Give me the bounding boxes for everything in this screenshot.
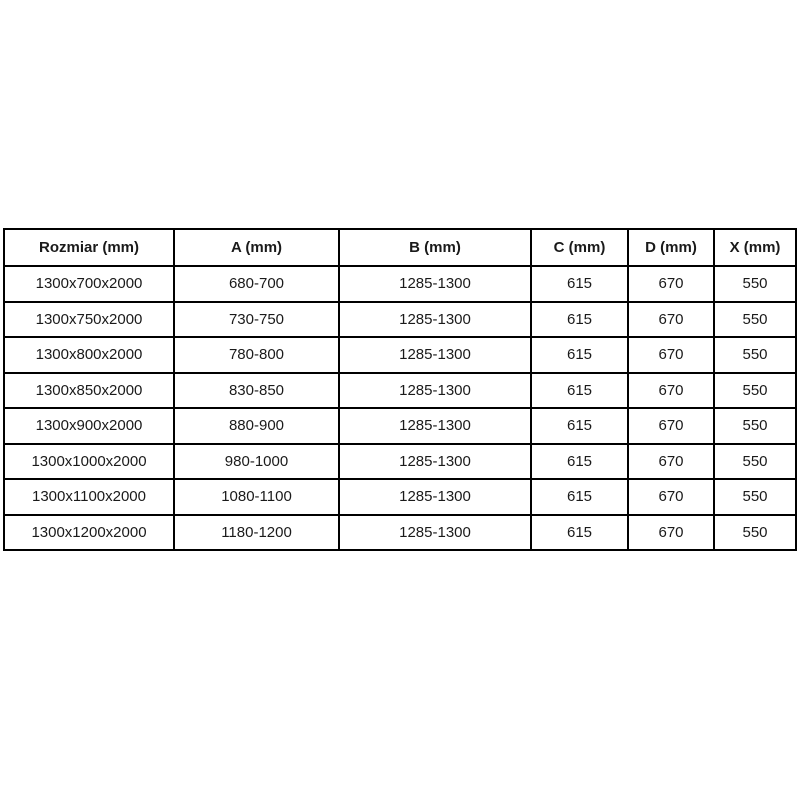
table-row: 1300x1100x2000 1080-1100 1285-1300 615 6…	[3, 478, 797, 516]
size-spec-table: Rozmiar (mm) A (mm) B (mm) C (mm) D (mm)…	[3, 228, 797, 551]
table-cell: 730-750	[173, 300, 340, 338]
table-cell: 670	[627, 371, 715, 409]
table-cell: 1285-1300	[338, 478, 532, 516]
table-cell: 1285-1300	[338, 407, 532, 445]
table-cell: 550	[713, 513, 797, 551]
table-cell: 550	[713, 407, 797, 445]
table-cell: 1300x1100x2000	[3, 478, 175, 516]
table-cell: 780-800	[173, 336, 340, 374]
table-cell: 1285-1300	[338, 442, 532, 480]
table-row: 1300x800x2000 780-800 1285-1300 615 670 …	[3, 336, 797, 374]
table-row: 1300x850x2000 830-850 1285-1300 615 670 …	[3, 371, 797, 409]
table-cell: 1285-1300	[338, 513, 532, 551]
column-header-d: D (mm)	[627, 228, 715, 267]
table-cell: 680-700	[173, 265, 340, 303]
table-cell: 1300x900x2000	[3, 407, 175, 445]
table-row: 1300x750x2000 730-750 1285-1300 615 670 …	[3, 300, 797, 338]
table-row: 1300x1000x2000 980-1000 1285-1300 615 67…	[3, 442, 797, 480]
table-cell: 1285-1300	[338, 371, 532, 409]
table-header-row: Rozmiar (mm) A (mm) B (mm) C (mm) D (mm)…	[3, 228, 797, 267]
table-cell: 670	[627, 513, 715, 551]
table-cell: 550	[713, 265, 797, 303]
table-cell: 670	[627, 407, 715, 445]
table-cell: 615	[530, 300, 629, 338]
table-cell: 615	[530, 265, 629, 303]
table-cell: 670	[627, 300, 715, 338]
table-cell: 615	[530, 513, 629, 551]
table-cell: 550	[713, 371, 797, 409]
table-cell: 550	[713, 478, 797, 516]
table-cell: 1285-1300	[338, 336, 532, 374]
table-cell: 550	[713, 300, 797, 338]
table-cell: 830-850	[173, 371, 340, 409]
table-cell: 670	[627, 442, 715, 480]
table-cell: 1285-1300	[338, 265, 532, 303]
table-cell: 550	[713, 442, 797, 480]
table-row: 1300x700x2000 680-700 1285-1300 615 670 …	[3, 265, 797, 303]
column-header-c: C (mm)	[530, 228, 629, 267]
table-row: 1300x900x2000 880-900 1285-1300 615 670 …	[3, 407, 797, 445]
table-cell: 1080-1100	[173, 478, 340, 516]
column-header-rozmiar: Rozmiar (mm)	[3, 228, 175, 267]
table-cell: 670	[627, 265, 715, 303]
table-cell: 670	[627, 478, 715, 516]
table-cell: 615	[530, 442, 629, 480]
table-cell: 880-900	[173, 407, 340, 445]
table-cell: 615	[530, 407, 629, 445]
table-cell: 1285-1300	[338, 300, 532, 338]
table-cell: 1180-1200	[173, 513, 340, 551]
table-row: 1300x1200x2000 1180-1200 1285-1300 615 6…	[3, 513, 797, 551]
table-cell: 615	[530, 371, 629, 409]
table-cell: 1300x1000x2000	[3, 442, 175, 480]
table-cell: 615	[530, 336, 629, 374]
column-header-a: A (mm)	[173, 228, 340, 267]
column-header-b: B (mm)	[338, 228, 532, 267]
table-cell: 1300x700x2000	[3, 265, 175, 303]
table-cell: 1300x1200x2000	[3, 513, 175, 551]
table-cell: 670	[627, 336, 715, 374]
table-cell: 980-1000	[173, 442, 340, 480]
column-header-x: X (mm)	[713, 228, 797, 267]
table-cell: 550	[713, 336, 797, 374]
table-cell: 1300x750x2000	[3, 300, 175, 338]
table-cell: 1300x800x2000	[3, 336, 175, 374]
table-cell: 1300x850x2000	[3, 371, 175, 409]
table-cell: 615	[530, 478, 629, 516]
